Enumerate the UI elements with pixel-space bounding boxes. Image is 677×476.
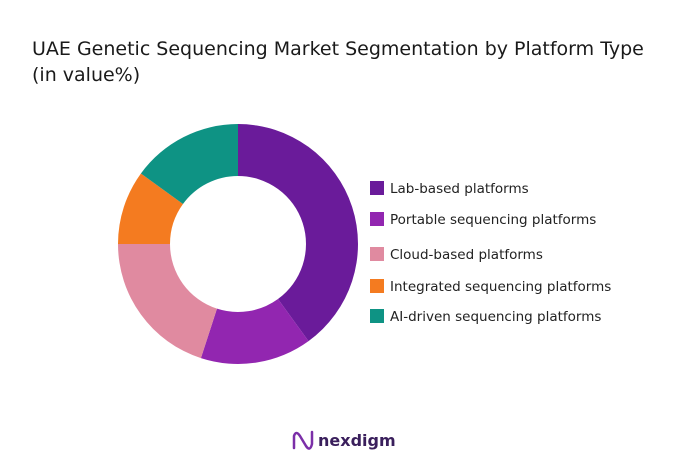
legend-label: AI-driven sequencing platforms	[390, 309, 601, 325]
legend-swatch	[370, 181, 384, 195]
legend-label: Lab-based platforms	[390, 181, 529, 197]
legend-label: Integrated sequencing platforms	[390, 279, 611, 295]
legend-label: Portable sequencing platforms	[390, 212, 596, 228]
chart-subtitle: (in value%)	[32, 64, 141, 86]
donut-segment	[238, 124, 359, 342]
legend-swatch	[370, 309, 384, 323]
chart-title: UAE Genetic Sequencing Market Segmentati…	[32, 38, 644, 60]
donut-segment	[118, 244, 217, 359]
legend-swatch	[370, 279, 384, 293]
legend-swatch	[370, 247, 384, 261]
legend-swatch	[370, 212, 384, 226]
brand-name: nexdigm	[318, 431, 396, 450]
donut-segment	[118, 173, 183, 244]
donut-segment	[140, 124, 238, 205]
brand-logo: nexdigm	[292, 430, 396, 450]
donut-segment	[200, 299, 309, 364]
logo-icon	[292, 430, 314, 450]
legend-label: Cloud-based platforms	[390, 247, 543, 263]
